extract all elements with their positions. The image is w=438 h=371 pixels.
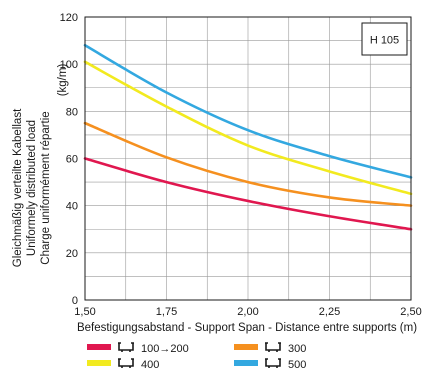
x-tick-labels: 1,50 1,75 2,00 2,25 2,50 — [74, 306, 421, 318]
legend: 100→200 400 300 500 — [87, 342, 306, 371]
series-lines — [83, 44, 413, 231]
y-tick-label: 100 — [60, 59, 78, 71]
legend-item-300: 300 — [234, 342, 306, 355]
y-tick-labels: 0 20 40 60 80 100 120 — [60, 12, 78, 307]
model-label: H 105 — [370, 35, 399, 47]
legend-label-400: 400 — [141, 359, 159, 371]
series-line-100-200 — [83, 157, 413, 231]
plot-frame — [84, 16, 412, 301]
legend-swatch-400 — [87, 360, 111, 366]
y-tick-label: 60 — [66, 154, 78, 166]
legend-item-100-200: 100→200 — [87, 342, 189, 355]
legend-item-500: 500 — [234, 358, 306, 371]
model-label-frame — [361, 22, 408, 56]
legend-label-500: 500 — [288, 359, 306, 371]
y-tick-label: 40 — [66, 201, 78, 213]
y-axis-title-line-3: Charge uniformément répartie — [40, 111, 52, 264]
y-axis-unit: (kg/m) — [57, 64, 69, 97]
y-tick-label: 20 — [66, 248, 78, 260]
x-tick-label: 1,50 — [74, 306, 95, 318]
legend-swatch-500 — [234, 360, 258, 366]
y-axis-title-line-1: Gleichmäßig verteilte Kabellast — [12, 108, 24, 267]
series-line-400 — [83, 60, 413, 196]
legend-item-400: 400 — [87, 358, 159, 371]
y-tick-label: 0 — [72, 295, 78, 307]
model-label-box: H 105 — [361, 22, 408, 56]
tray-icon — [265, 342, 281, 352]
legend-swatch-100-200 — [87, 344, 111, 350]
series-line-500 — [83, 44, 413, 179]
y-tick-label: 120 — [60, 12, 78, 24]
x-tick-label: 2,25 — [319, 306, 340, 318]
x-tick-label: 1,75 — [156, 306, 177, 318]
tray-icon — [265, 358, 281, 368]
series-line-300 — [83, 121, 413, 207]
y-tick-label: 80 — [66, 106, 78, 118]
tray-icon — [118, 342, 134, 352]
y-axis-title-line-2: Uniformely distributed load — [26, 120, 38, 256]
x-tick-label: 2,00 — [237, 306, 258, 318]
legend-swatch-300 — [234, 344, 258, 350]
legend-label-300: 300 — [288, 343, 306, 355]
x-axis-title: Befestigungsabstand - Support Span - Dis… — [77, 322, 417, 334]
tray-icon — [118, 358, 134, 368]
grid — [84, 16, 412, 301]
legend-label-100-200: 100→200 — [141, 343, 189, 355]
x-tick-label: 2,50 — [400, 306, 421, 318]
